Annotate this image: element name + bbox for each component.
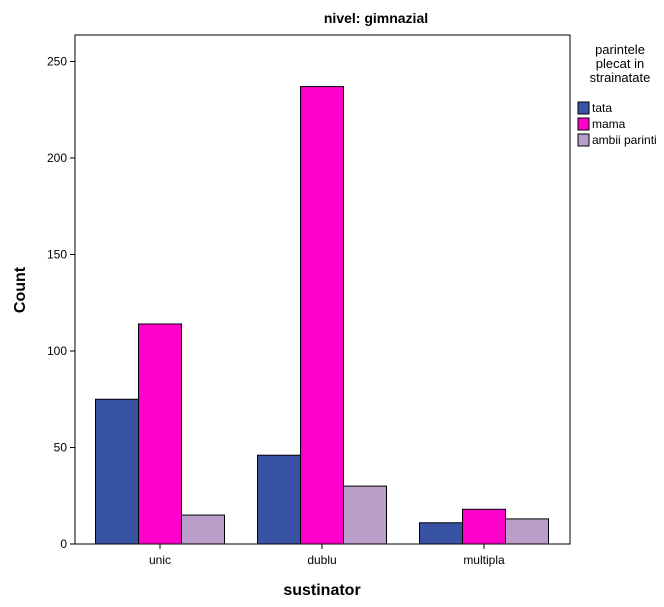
- y-axis: 0 50 100 150 200 250: [47, 55, 75, 551]
- x-tick-label-unic: unic: [149, 553, 171, 567]
- bar-ambii-parinti-unic: [181, 514, 225, 545]
- bar-tata-unic: [95, 398, 139, 545]
- x-tick-label-dublu: dublu: [307, 553, 336, 567]
- legend-title-line: plecat in: [596, 56, 644, 71]
- chart-title: nivel: gimnazial: [324, 10, 428, 26]
- legend-swatch-tata: [577, 101, 590, 115]
- x-axis: unic dublu multipla: [149, 544, 505, 567]
- bar-mama-dublu: [300, 86, 344, 545]
- x-tick-label-multipla: multipla: [463, 553, 505, 567]
- legend-label-mama: mama: [592, 117, 626, 131]
- bar-mama-unic: [138, 323, 182, 545]
- y-tick-label: 250: [47, 55, 67, 69]
- y-tick-label: 200: [47, 151, 67, 165]
- bars-layer: [95, 86, 549, 545]
- legend-swatch-mama: [577, 117, 590, 131]
- y-tick-label: 0: [60, 537, 67, 551]
- legend-title-line: strainatate: [590, 70, 651, 85]
- bar-ambii-parinti-multipla: [505, 518, 549, 545]
- bar-ambii-parinti-dublu: [343, 485, 387, 545]
- x-axis-title: sustinator: [283, 582, 360, 599]
- legend-label-ambii-parinti: ambii parinti: [592, 133, 657, 147]
- bar-tata-dublu: [257, 454, 301, 545]
- legend-label-tata: tata: [592, 101, 612, 115]
- legend-title-line: parintele: [595, 42, 645, 57]
- legend-swatch-ambii-parinti: [577, 133, 590, 147]
- y-axis-title: Count: [12, 266, 29, 313]
- y-tick-label: 150: [47, 248, 67, 262]
- bar-tata-multipla: [419, 522, 463, 545]
- y-tick-label: 50: [54, 441, 68, 455]
- y-tick-label: 100: [47, 344, 67, 358]
- bar-mama-multipla: [462, 508, 506, 545]
